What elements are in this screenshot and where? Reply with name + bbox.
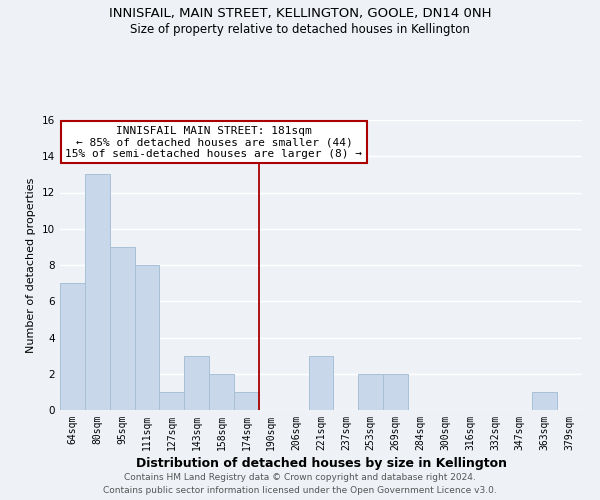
Text: INNISFAIL MAIN STREET: 181sqm
← 85% of detached houses are smaller (44)
15% of s: INNISFAIL MAIN STREET: 181sqm ← 85% of d… [65, 126, 362, 159]
Text: Contains public sector information licensed under the Open Government Licence v3: Contains public sector information licen… [103, 486, 497, 495]
Bar [308, 356, 334, 410]
Text: Contains HM Land Registry data © Crown copyright and database right 2024.: Contains HM Land Registry data © Crown c… [124, 472, 476, 482]
Text: Size of property relative to detached houses in Kellington: Size of property relative to detached ho… [130, 22, 470, 36]
Y-axis label: Number of detached properties: Number of detached properties [26, 178, 37, 352]
Bar [234, 392, 259, 410]
Bar [110, 247, 134, 410]
Bar [184, 356, 209, 410]
Bar [134, 265, 160, 410]
Bar [383, 374, 408, 410]
X-axis label: Distribution of detached houses by size in Kellington: Distribution of detached houses by size … [136, 457, 506, 470]
Bar [209, 374, 234, 410]
Bar [532, 392, 557, 410]
Bar [358, 374, 383, 410]
Bar [85, 174, 110, 410]
Text: INNISFAIL, MAIN STREET, KELLINGTON, GOOLE, DN14 0NH: INNISFAIL, MAIN STREET, KELLINGTON, GOOL… [109, 8, 491, 20]
Bar [60, 283, 85, 410]
Bar [160, 392, 184, 410]
